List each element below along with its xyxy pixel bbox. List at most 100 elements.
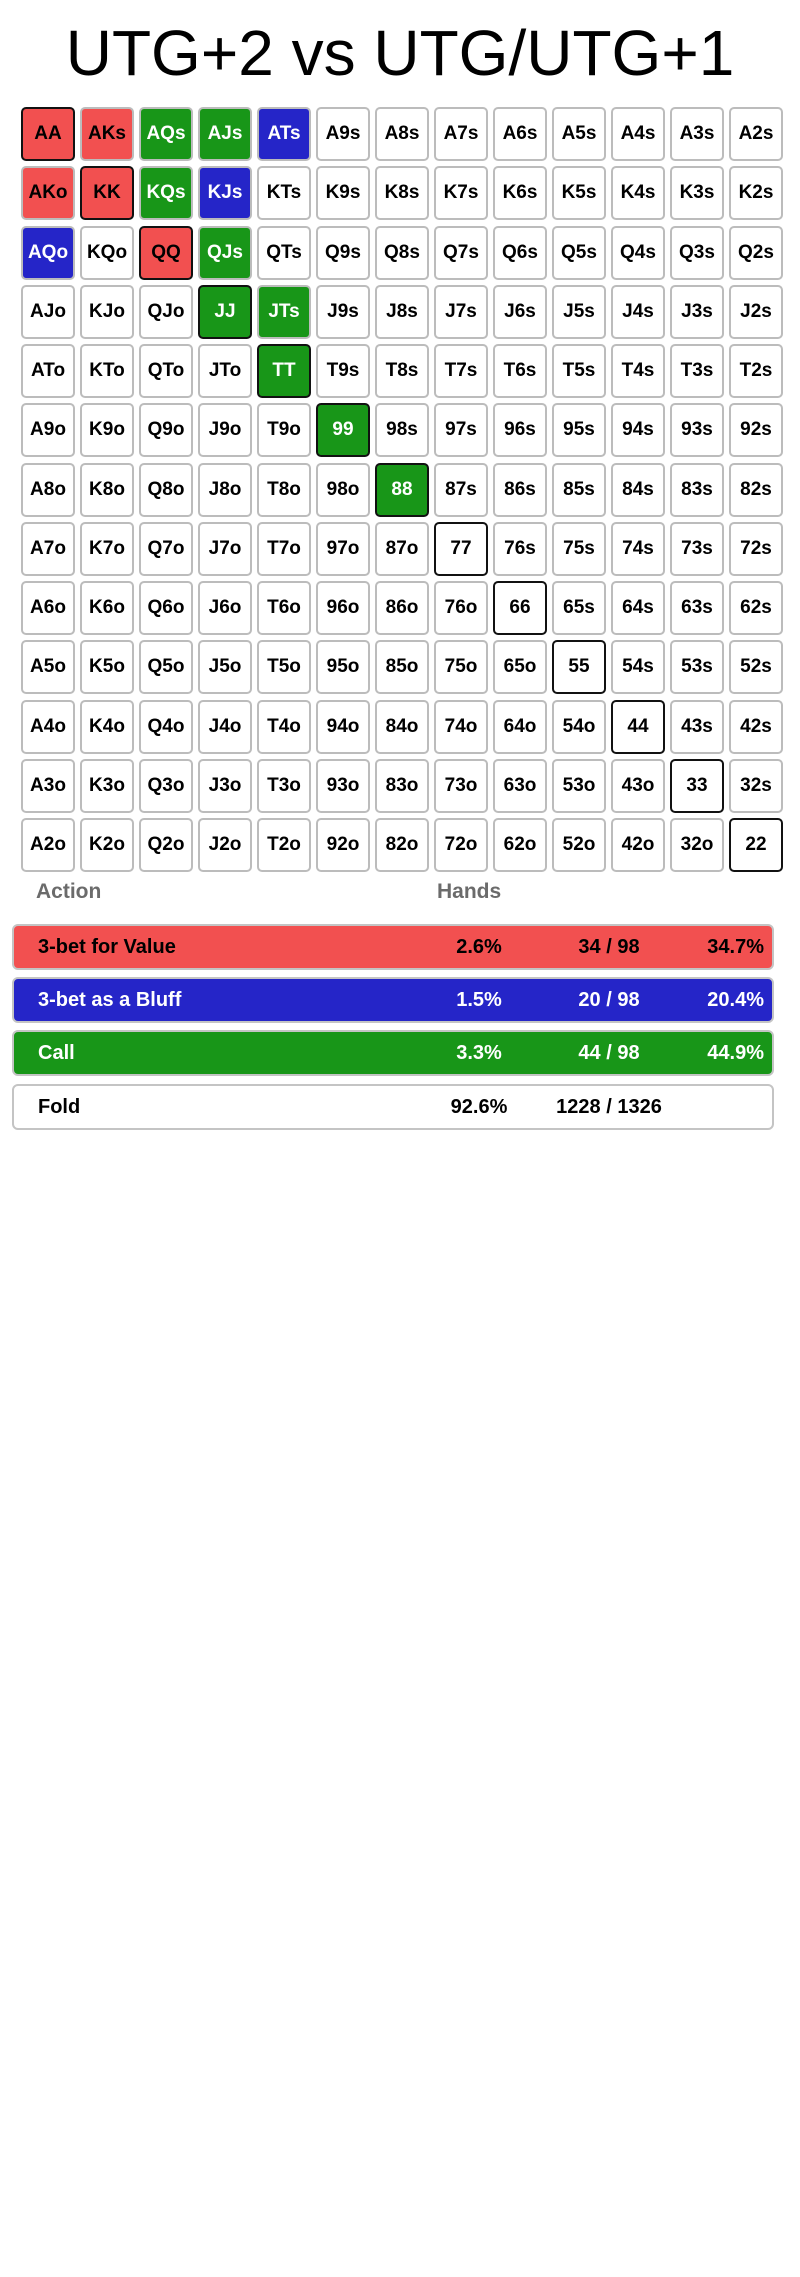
hand-cell-54o[interactable]: 54o [552,699,606,754]
hand-cell-83s[interactable]: 83s [670,462,724,517]
hand-cell-t3s[interactable]: T3s [670,344,724,398]
hand-cell-j6o[interactable]: J6o [198,581,252,635]
hand-cell-65o[interactable]: 65o [493,640,547,695]
hand-cell-t2s[interactable]: T2s [729,344,783,398]
hand-cell-99[interactable]: 99 [316,403,370,458]
hand-cell-87s[interactable]: 87s [434,462,488,517]
hand-cell-q9o[interactable]: Q9o [139,403,193,458]
hand-cell-97o[interactable]: 97o [316,521,370,576]
hand-cell-a5o[interactable]: A5o [21,640,75,695]
hand-cell-jj[interactable]: JJ [198,284,252,339]
hand-cell-k5s[interactable]: K5s [552,166,606,221]
hand-cell-q8o[interactable]: Q8o [139,462,193,517]
hand-cell-t7s[interactable]: T7s [434,344,488,398]
hand-cell-a2s[interactable]: A2s [729,107,783,161]
hand-cell-a2o[interactable]: A2o [21,818,75,872]
hand-cell-k7s[interactable]: K7s [434,166,488,221]
hand-cell-a4s[interactable]: A4s [611,107,665,161]
hand-cell-ato[interactable]: ATo [21,344,75,398]
hand-cell-84o[interactable]: 84o [375,699,429,754]
hand-cell-q6o[interactable]: Q6o [139,581,193,635]
hand-cell-72o[interactable]: 72o [434,818,488,872]
hand-cell-k6o[interactable]: K6o [80,581,134,635]
hand-cell-a5s[interactable]: A5s [552,107,606,161]
hand-cell-k4s[interactable]: K4s [611,166,665,221]
hand-cell-qts[interactable]: QTs [257,225,311,280]
hand-cell-q3s[interactable]: Q3s [670,225,724,280]
hand-cell-a3s[interactable]: A3s [670,107,724,161]
hand-cell-a8o[interactable]: A8o [21,462,75,517]
hand-cell-98o[interactable]: 98o [316,462,370,517]
hand-cell-96s[interactable]: 96s [493,403,547,458]
hand-cell-95s[interactable]: 95s [552,403,606,458]
hand-cell-76s[interactable]: 76s [493,521,547,576]
hand-cell-22[interactable]: 22 [729,818,783,872]
hand-cell-93o[interactable]: 93o [316,758,370,813]
hand-cell-k6s[interactable]: K6s [493,166,547,221]
hand-cell-88[interactable]: 88 [375,462,429,517]
hand-cell-87o[interactable]: 87o [375,521,429,576]
hand-cell-j5o[interactable]: J5o [198,640,252,695]
hand-cell-k9o[interactable]: K9o [80,403,134,458]
hand-cell-j4o[interactable]: J4o [198,699,252,754]
hand-cell-a7s[interactable]: A7s [434,107,488,161]
hand-cell-k4o[interactable]: K4o [80,699,134,754]
hand-cell-q7s[interactable]: Q7s [434,225,488,280]
hand-cell-42s[interactable]: 42s [729,699,783,754]
hand-cell-53s[interactable]: 53s [670,640,724,695]
hand-cell-94o[interactable]: 94o [316,699,370,754]
hand-cell-84s[interactable]: 84s [611,462,665,517]
hand-cell-92s[interactable]: 92s [729,403,783,458]
hand-cell-a6s[interactable]: A6s [493,107,547,161]
legend-row-value[interactable]: 3-bet for Value 2.6% 34 / 98 34.7% [12,924,774,970]
hand-cell-77[interactable]: 77 [434,521,488,576]
hand-cell-t9o[interactable]: T9o [257,403,311,458]
hand-cell-k8o[interactable]: K8o [80,462,134,517]
hand-cell-q5s[interactable]: Q5s [552,225,606,280]
hand-cell-k5o[interactable]: K5o [80,640,134,695]
hand-cell-74o[interactable]: 74o [434,699,488,754]
hand-cell-qq[interactable]: QQ [139,225,193,280]
hand-cell-63o[interactable]: 63o [493,758,547,813]
hand-cell-53o[interactable]: 53o [552,758,606,813]
hand-cell-a7o[interactable]: A7o [21,521,75,576]
hand-cell-j3o[interactable]: J3o [198,758,252,813]
hand-cell-93s[interactable]: 93s [670,403,724,458]
hand-cell-kts[interactable]: KTs [257,166,311,221]
hand-cell-a3o[interactable]: A3o [21,758,75,813]
hand-cell-j8o[interactable]: J8o [198,462,252,517]
hand-cell-32o[interactable]: 32o [670,818,724,872]
hand-cell-q2o[interactable]: Q2o [139,818,193,872]
hand-cell-63s[interactable]: 63s [670,581,724,635]
hand-cell-t5o[interactable]: T5o [257,640,311,695]
hand-cell-86s[interactable]: 86s [493,462,547,517]
hand-cell-t4s[interactable]: T4s [611,344,665,398]
hand-cell-ajs[interactable]: AJs [198,107,252,161]
hand-cell-75s[interactable]: 75s [552,521,606,576]
hand-cell-k8s[interactable]: K8s [375,166,429,221]
hand-cell-76o[interactable]: 76o [434,581,488,635]
hand-cell-q3o[interactable]: Q3o [139,758,193,813]
hand-cell-q2s[interactable]: Q2s [729,225,783,280]
hand-cell-52s[interactable]: 52s [729,640,783,695]
hand-cell-a9o[interactable]: A9o [21,403,75,458]
hand-cell-qjs[interactable]: QJs [198,225,252,280]
hand-cell-qjo[interactable]: QJo [139,284,193,339]
hand-cell-kk[interactable]: KK [80,166,134,221]
hand-cell-t9s[interactable]: T9s [316,344,370,398]
hand-cell-43o[interactable]: 43o [611,758,665,813]
hand-cell-a6o[interactable]: A6o [21,581,75,635]
hand-cell-97s[interactable]: 97s [434,403,488,458]
hand-cell-q5o[interactable]: Q5o [139,640,193,695]
hand-cell-t7o[interactable]: T7o [257,521,311,576]
hand-cell-t5s[interactable]: T5s [552,344,606,398]
hand-cell-q9s[interactable]: Q9s [316,225,370,280]
hand-cell-64s[interactable]: 64s [611,581,665,635]
hand-cell-a4o[interactable]: A4o [21,699,75,754]
hand-cell-q7o[interactable]: Q7o [139,521,193,576]
hand-cell-j7o[interactable]: J7o [198,521,252,576]
hand-cell-t8o[interactable]: T8o [257,462,311,517]
hand-cell-t6o[interactable]: T6o [257,581,311,635]
hand-cell-73s[interactable]: 73s [670,521,724,576]
hand-cell-ako[interactable]: AKo [21,166,75,221]
